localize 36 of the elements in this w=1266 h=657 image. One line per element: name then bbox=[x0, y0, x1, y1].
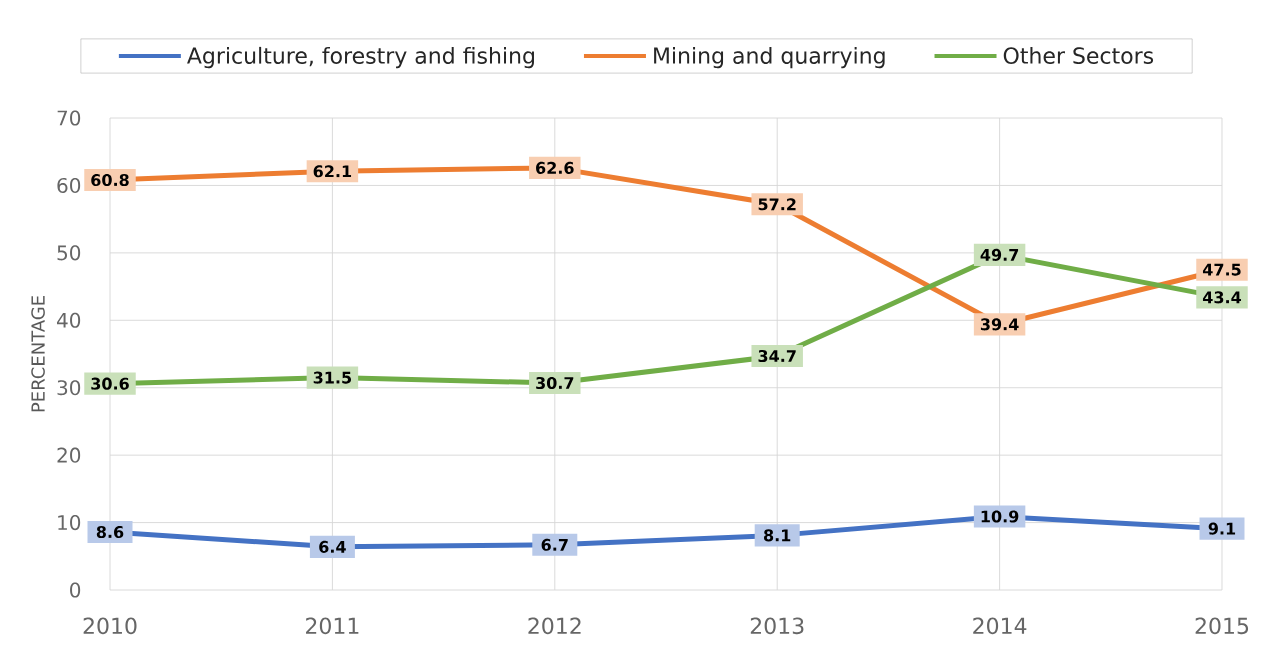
data-label: 8.1 bbox=[764, 529, 791, 542]
x-tick-label: 2010 bbox=[83, 617, 137, 635]
y-tick-label: 20 bbox=[57, 447, 81, 463]
data-label: 8.6 bbox=[96, 525, 124, 539]
x-tick-label: 2015 bbox=[1195, 617, 1249, 635]
data-label: 62.1 bbox=[313, 165, 352, 178]
y-tick-label: 70 bbox=[57, 110, 81, 126]
x-tick-label: 2013 bbox=[750, 617, 804, 635]
data-label: 9.1 bbox=[1208, 522, 1236, 535]
legend-label: Other Sectors bbox=[1003, 46, 1154, 64]
data-label: 6.7 bbox=[541, 538, 568, 551]
data-label: 49.7 bbox=[980, 248, 1019, 261]
data-label: 62.6 bbox=[536, 161, 574, 174]
data-label: 31.5 bbox=[313, 371, 352, 384]
y-tick-label: 10 bbox=[58, 515, 81, 531]
y-tick-label: 30 bbox=[57, 380, 81, 396]
y-tick-label: 50 bbox=[57, 245, 81, 261]
data-label: 30.6 bbox=[91, 377, 129, 390]
legend-label: Mining and quarrying bbox=[654, 46, 885, 69]
data-label: 34.7 bbox=[758, 349, 796, 363]
x-tick-label: 2014 bbox=[973, 617, 1027, 635]
data-label: 30.7 bbox=[536, 376, 574, 390]
data-label: 39.4 bbox=[980, 318, 1019, 331]
data-label: 60.8 bbox=[91, 173, 129, 187]
data-label: 47.5 bbox=[1202, 263, 1241, 276]
data-label: 6.4 bbox=[319, 540, 346, 553]
y-tick-label: 0 bbox=[70, 582, 81, 598]
y-tick-label: 60 bbox=[57, 177, 81, 193]
x-tick-label: 2011 bbox=[306, 617, 359, 635]
data-label: 43.4 bbox=[1202, 291, 1242, 304]
data-label: 57.2 bbox=[758, 198, 796, 211]
legend-label: Agriculture, forestry and fishing bbox=[187, 46, 534, 69]
y-axis-title: PERCENTAGE bbox=[31, 296, 45, 412]
x-tick-label: 2012 bbox=[528, 617, 581, 635]
y-tick-label: 40 bbox=[56, 312, 81, 328]
data-label: 10.9 bbox=[981, 510, 1019, 523]
